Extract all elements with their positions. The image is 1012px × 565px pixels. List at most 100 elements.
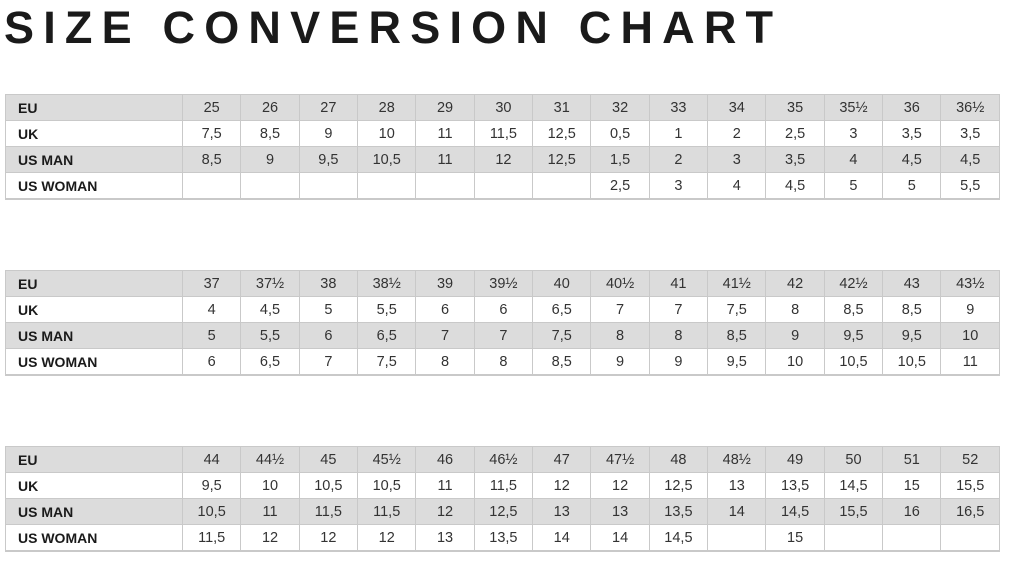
table-cell bbox=[298, 172, 359, 200]
table-cell: 10,5 bbox=[298, 472, 359, 499]
table-row: US WOMAN 2,5 3 4 4,5 5 5 5,5 bbox=[5, 172, 1000, 200]
row-label: UK bbox=[5, 120, 183, 147]
table-cell: 48 bbox=[648, 446, 709, 473]
table-cell: 7,5 bbox=[532, 322, 592, 349]
row-label: US WOMAN bbox=[5, 348, 183, 376]
table-cell: 6 bbox=[473, 296, 534, 323]
table-cell: 38 bbox=[298, 270, 359, 297]
table-cell bbox=[181, 172, 242, 200]
table-row: UK 7,5 8,5 9 10 11 11,5 12,5 0,5 1 2 2,5 3 3,5 3,5 bbox=[5, 120, 1000, 147]
row-label: UK bbox=[5, 472, 183, 499]
table-cell: 13,5 bbox=[473, 524, 534, 552]
table-cell: 4,5 bbox=[940, 146, 1000, 173]
table-cell: 31 bbox=[532, 94, 592, 121]
table-cell: 37 bbox=[181, 270, 242, 297]
table-cell: 12 bbox=[473, 146, 534, 173]
table-cell: 4 bbox=[181, 296, 242, 323]
table-cell: 1 bbox=[648, 120, 709, 147]
table-cell: 10 bbox=[765, 348, 825, 376]
table-cell: 6,5 bbox=[532, 296, 592, 323]
table-cell: 32 bbox=[590, 94, 650, 121]
table-cell bbox=[532, 172, 592, 200]
table-cell: 9 bbox=[298, 120, 359, 147]
table-cell: 28 bbox=[357, 94, 417, 121]
table-cell: 8,5 bbox=[707, 322, 767, 349]
row-label: US MAN bbox=[5, 146, 183, 173]
table-cell: 46 bbox=[415, 446, 475, 473]
table-cell: 12 bbox=[415, 498, 475, 525]
table-cell: 50 bbox=[823, 446, 884, 473]
table-cell: 8 bbox=[590, 322, 650, 349]
table-cell: 46½ bbox=[473, 446, 534, 473]
table-cell: 35½ bbox=[823, 94, 884, 121]
table-cell: 6,5 bbox=[357, 322, 417, 349]
table-cell: 39½ bbox=[473, 270, 534, 297]
table-cell bbox=[357, 172, 417, 200]
table-cell: 12,5 bbox=[648, 472, 709, 499]
table-cell: 9,5 bbox=[823, 322, 884, 349]
table-cell: 11 bbox=[415, 146, 475, 173]
table-cell: 12,5 bbox=[532, 120, 592, 147]
table-cell: 36 bbox=[882, 94, 942, 121]
table-cell: 3 bbox=[648, 172, 709, 200]
table-cell: 6 bbox=[298, 322, 359, 349]
table-cell: 39 bbox=[415, 270, 475, 297]
table-cell: 5 bbox=[181, 322, 242, 349]
table-cell: 14,5 bbox=[765, 498, 825, 525]
table-cell bbox=[415, 172, 475, 200]
table-cell: 47 bbox=[532, 446, 592, 473]
table-cell bbox=[823, 524, 884, 552]
row-label: US WOMAN bbox=[5, 524, 183, 552]
table-cell: 38½ bbox=[357, 270, 417, 297]
table-cell: 9,5 bbox=[882, 322, 942, 349]
table-cell: 4,5 bbox=[765, 172, 825, 200]
table-cell: 5 bbox=[298, 296, 359, 323]
table-cell: 13 bbox=[415, 524, 475, 552]
table-cell: 13 bbox=[590, 498, 650, 525]
table-cell: 4,5 bbox=[882, 146, 942, 173]
table-cell: 5 bbox=[823, 172, 884, 200]
table-cell: 8,5 bbox=[882, 296, 942, 323]
row-label: EU bbox=[5, 94, 183, 121]
table-cell: 8 bbox=[648, 322, 709, 349]
table-cell: 44 bbox=[181, 446, 242, 473]
table-cell: 30 bbox=[473, 94, 534, 121]
table-cell: 52 bbox=[940, 446, 1000, 473]
table-cell: 16,5 bbox=[940, 498, 1000, 525]
table-cell: 12 bbox=[298, 524, 359, 552]
table-cell: 34 bbox=[707, 94, 767, 121]
table-cell: 3,5 bbox=[765, 146, 825, 173]
table-cell: 15,5 bbox=[823, 498, 884, 525]
table-cell: 11,5 bbox=[473, 472, 534, 499]
table-cell: 29 bbox=[415, 94, 475, 121]
table-cell: 15 bbox=[765, 524, 825, 552]
table-cell: 9 bbox=[940, 296, 1000, 323]
table-cell: 5 bbox=[882, 172, 942, 200]
table-cell: 8 bbox=[765, 296, 825, 323]
table-cell: 7 bbox=[648, 296, 709, 323]
table-cell: 11,5 bbox=[298, 498, 359, 525]
table-cell: 8 bbox=[415, 348, 475, 376]
table-cell: 10,5 bbox=[823, 348, 884, 376]
table-cell: 43½ bbox=[940, 270, 1000, 297]
table-cell: 40 bbox=[532, 270, 592, 297]
table-cell: 7 bbox=[415, 322, 475, 349]
table-cell: 2,5 bbox=[765, 120, 825, 147]
page-title: SIZE CONVERSION CHART bbox=[4, 2, 783, 53]
table-cell: 16 bbox=[882, 498, 942, 525]
table-cell: 9 bbox=[590, 348, 650, 376]
table-cell: 11,5 bbox=[181, 524, 242, 552]
table-cell: 10 bbox=[240, 472, 300, 499]
table-cell: 4 bbox=[707, 172, 767, 200]
table-row: UK 9,5 10 10,5 10,5 11 11,5 12 12 12,5 13 13,5 14,5 1… bbox=[5, 472, 1000, 499]
table-row: US MAN 8,5 9 9,5 10,5 11 12 12,5 1,5 2 3 3,5 4 4,5 4,5 bbox=[5, 146, 1000, 173]
table-cell: 26 bbox=[240, 94, 300, 121]
table-cell bbox=[940, 524, 1000, 552]
table-cell: 10 bbox=[357, 120, 417, 147]
table-cell bbox=[707, 524, 767, 552]
table-cell: 7 bbox=[298, 348, 359, 376]
table-cell: 9 bbox=[765, 322, 825, 349]
table-cell: 35 bbox=[765, 94, 825, 121]
table-cell: 9 bbox=[240, 146, 300, 173]
table-cell: 3 bbox=[707, 146, 767, 173]
